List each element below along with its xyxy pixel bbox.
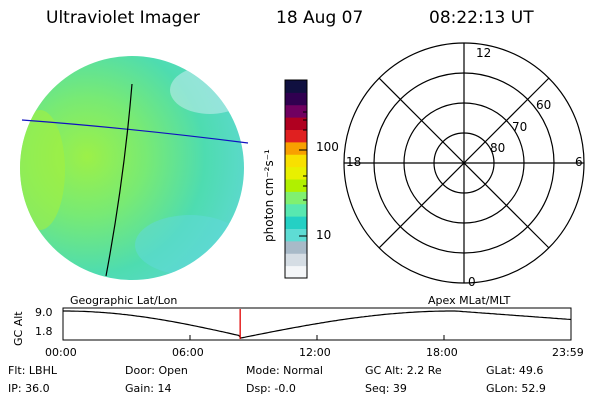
status-filter: Flt: LBHL bbox=[8, 364, 57, 377]
apex-label: Apex MLat/MLT bbox=[428, 294, 511, 307]
geo-lon-line bbox=[105, 83, 133, 277]
status-dsp: Dsp: -0.0 bbox=[246, 382, 296, 395]
status-ip: IP: 36.0 bbox=[8, 382, 50, 395]
alt-ytick-high: 9.0 bbox=[35, 306, 53, 319]
altitude-plot bbox=[62, 307, 572, 341]
polar-label-12: 12 bbox=[476, 46, 492, 60]
colorbar-segment bbox=[285, 154, 307, 168]
colorbar-segment bbox=[285, 179, 307, 192]
alt-xtick-2: 12:00 bbox=[299, 346, 331, 359]
instrument-title: Ultraviolet Imager bbox=[46, 8, 200, 28]
alt-ytick-low: 1.8 bbox=[35, 325, 53, 338]
colorbar-segment bbox=[285, 129, 307, 143]
polar-ring-60: 60 bbox=[536, 98, 552, 112]
colorbar-segment bbox=[285, 240, 307, 254]
geo-lat-line bbox=[21, 119, 249, 144]
status-glon: GLon: 52.9 bbox=[486, 382, 546, 395]
status-door: Door: Open bbox=[125, 364, 188, 377]
colorbar-segment bbox=[285, 141, 307, 155]
status-seq: Seq: 39 bbox=[365, 382, 407, 395]
colorbar-frame bbox=[284, 79, 308, 279]
colorbar-segment bbox=[285, 203, 307, 217]
status-glat: GLat: 49.6 bbox=[486, 364, 544, 377]
alt-xtick-4: 23:59 bbox=[552, 346, 584, 359]
colorbar-segment bbox=[285, 166, 307, 180]
colorbar-segment bbox=[285, 228, 307, 242]
gc-alt-axis-label: GC Alt bbox=[12, 311, 25, 346]
geographic-label: Geographic Lat/Lon bbox=[70, 294, 178, 307]
polar-label-18: 18 bbox=[346, 155, 362, 169]
polar-grid bbox=[343, 42, 585, 284]
colorbar bbox=[284, 79, 308, 279]
alt-xtick-1: 06:00 bbox=[172, 346, 204, 359]
colorbar-segment bbox=[285, 80, 307, 93]
status-gc-alt: GC Alt: 2.2 Re bbox=[365, 364, 442, 377]
colorbar-segment bbox=[285, 104, 307, 118]
time-label: 08:22:13 UT bbox=[429, 8, 534, 28]
colorbar-segment bbox=[285, 191, 307, 205]
status-gain: Gain: 14 bbox=[125, 382, 172, 395]
status-mode: Mode: Normal bbox=[246, 364, 323, 377]
colorbar-segment bbox=[285, 92, 307, 106]
colorbar-tick-10: 10 bbox=[316, 228, 332, 242]
alt-xtick-0: 00:00 bbox=[45, 346, 77, 359]
colorbar-segment bbox=[285, 253, 307, 267]
alt-xtick-3: 18:00 bbox=[426, 346, 458, 359]
polar-label-6: 6 bbox=[575, 155, 583, 169]
polar-ring-80: 80 bbox=[490, 141, 506, 155]
colorbar-segment bbox=[285, 216, 307, 229]
polar-ring-70: 70 bbox=[512, 120, 528, 134]
colorbar-unit-label: photon cm⁻²s⁻¹ bbox=[262, 149, 276, 242]
colorbar-segment bbox=[285, 265, 307, 279]
uv-image-disc bbox=[20, 56, 249, 280]
date-label: 18 Aug 07 bbox=[276, 8, 364, 28]
colorbar-segment bbox=[285, 117, 307, 130]
colorbar-tick-100: 100 bbox=[316, 140, 339, 154]
polar-label-0: 0 bbox=[468, 275, 476, 289]
